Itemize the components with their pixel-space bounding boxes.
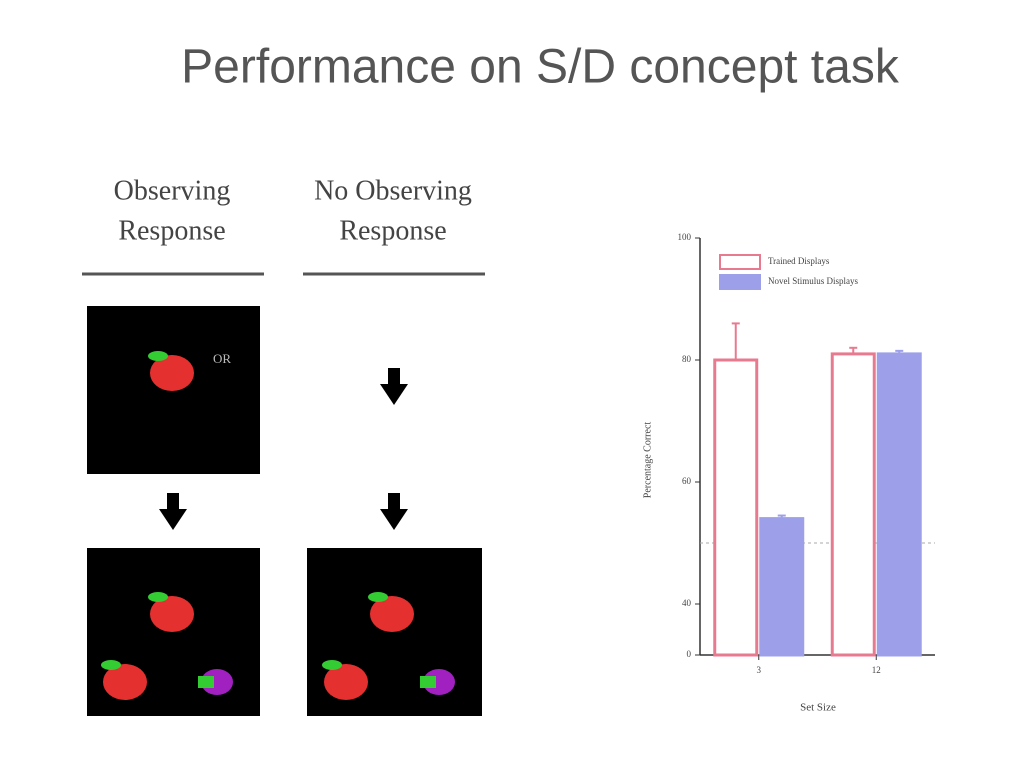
y-tick-label: 80 (682, 354, 692, 364)
legend-label: Trained Displays (768, 256, 830, 266)
y-tick-label: 0 (687, 649, 692, 659)
y-axis-label: Percentage Correct (642, 422, 653, 499)
x-axis-label: Set Size (800, 702, 836, 714)
chart: 0 40 60 80 100 Percentage Correct Set Size 3 12 T… (642, 232, 935, 714)
panel-heading: Response (339, 215, 446, 246)
choice-panel (307, 548, 482, 716)
bar (713, 358, 759, 657)
x-tick-label: 3 (757, 665, 762, 675)
legend-swatch (719, 274, 761, 290)
slide-title: Performance on S/D concept task (181, 41, 900, 94)
y-tick-label: 60 (682, 476, 692, 486)
bar (876, 352, 922, 657)
arrow (380, 368, 408, 405)
choice-panel (87, 548, 260, 716)
panel-heading: No Observing (314, 175, 472, 206)
x-tick-label: 12 (872, 665, 881, 675)
panel-heading: Observing (114, 175, 231, 206)
cue-label: OR (213, 351, 231, 366)
arrow (159, 493, 187, 530)
panel-heading: Response (118, 215, 225, 246)
y-tick-label: 100 (678, 232, 692, 242)
stimulus-panel: OR (87, 306, 260, 474)
bar (759, 517, 805, 657)
legend-swatch (719, 254, 761, 270)
y-tick-label: 40 (682, 598, 692, 608)
bar (830, 352, 876, 657)
arrow (380, 493, 408, 530)
legend-label: Novel Stimulus Displays (768, 276, 859, 286)
